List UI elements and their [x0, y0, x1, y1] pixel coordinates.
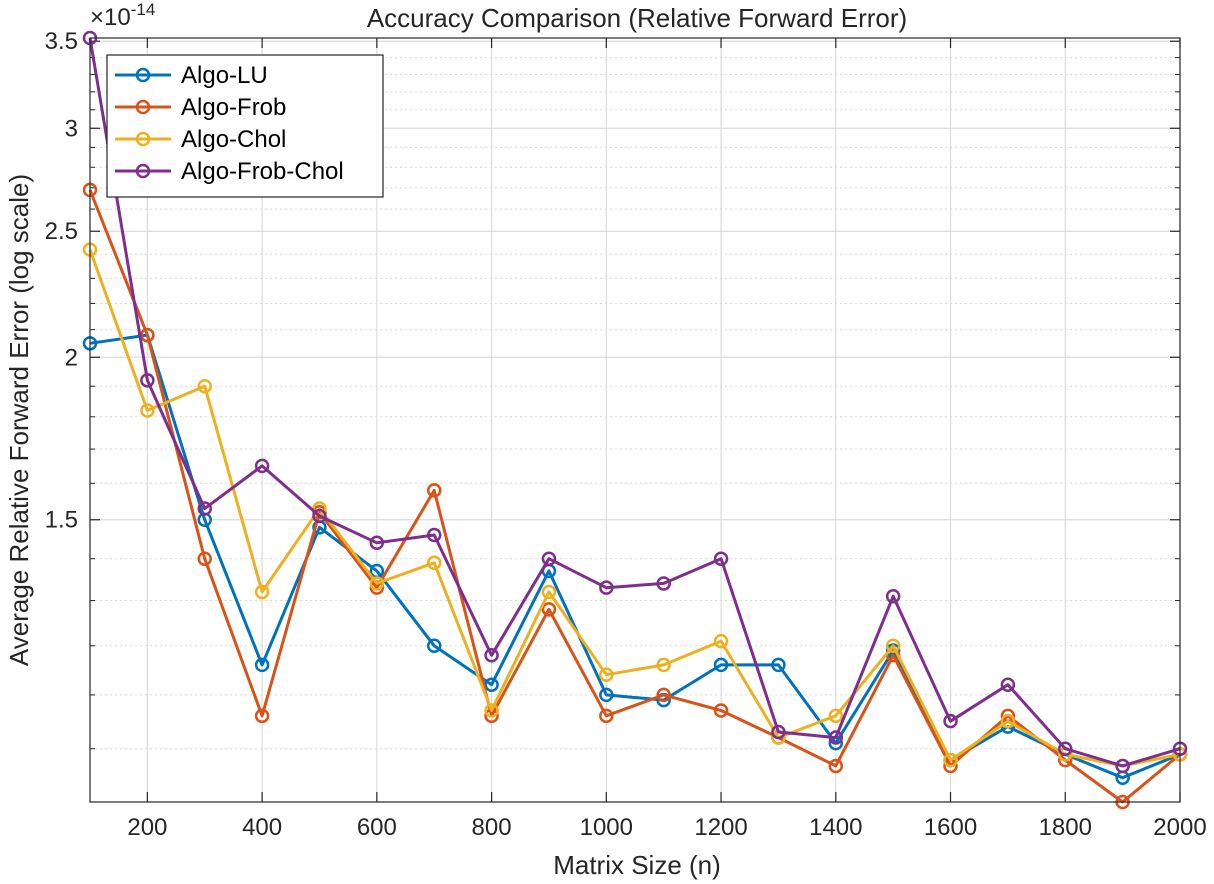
y-exponent-label: ×10-14: [90, 0, 155, 31]
x-tick-label: 600: [357, 814, 397, 841]
data-point-algo-frob-chol: [541, 551, 557, 566]
y-exponent-power: -14: [131, 0, 156, 19]
y-exponent-base: ×10: [90, 4, 131, 31]
data-point-algo-frob-chol: [140, 373, 155, 388]
data-point-algo-chol: [140, 403, 155, 418]
data-point-algo-chol: [943, 752, 958, 768]
data-point-algo-chol: [828, 708, 844, 724]
legend-item-algo-frob: Algo-Frob: [115, 94, 286, 121]
data-point-algo-chol: [369, 576, 385, 591]
y-tick-label: 3.5: [45, 28, 78, 55]
data-point-algo-frob-chol: [369, 535, 385, 551]
legend-box: [106, 54, 384, 198]
y-tick-label: 3: [65, 115, 78, 142]
data-point-algo-lu: [771, 657, 786, 673]
data-point-algo-frob: [254, 708, 270, 724]
data-point-algo-frob: [140, 327, 155, 343]
x-tick-label: 1400: [809, 814, 862, 841]
data-point-algo-chol: [541, 584, 557, 600]
series-line-algo-frob: [88, 189, 1181, 804]
y-tick-label: 2: [65, 344, 78, 371]
plot-border: [89, 37, 1181, 803]
data-point-algo-chol: [254, 584, 270, 600]
legend-swatch-marker: [135, 131, 151, 147]
legend-label: Algo-LU: [181, 62, 268, 89]
data-point-algo-frob-chol: [254, 458, 270, 474]
series-line-algo-chol: [88, 249, 1181, 768]
data-point-algo-chol: [1000, 713, 1016, 729]
x-tick-label: 200: [127, 814, 167, 841]
data-point-algo-chol: [656, 657, 671, 673]
data-point-algo-frob-chol: [656, 576, 671, 591]
x-tick-label: 2000: [1153, 814, 1206, 841]
x-tick-label: 1800: [1039, 814, 1092, 841]
data-point-algo-frob-chol: [943, 713, 958, 729]
data-point-algo-chol: [426, 555, 442, 571]
data-point-algo-frob: [828, 758, 844, 774]
series-line-algo-lu: [89, 333, 1181, 780]
legend-label: Algo-Frob-Chol: [181, 158, 344, 185]
data-point-algo-frob-chol: [599, 580, 614, 595]
legend-item-algo-chol: Algo-Chol: [115, 126, 286, 153]
legend-swatch-marker: [135, 99, 151, 115]
x-tick-label: 1200: [694, 814, 747, 841]
data-point-algo-frob: [599, 708, 614, 724]
series-line-algo-frob-chol: [88, 37, 1181, 768]
data-point-algo-frob-chol: [484, 648, 499, 663]
data-point-algo-frob: [426, 483, 442, 498]
data-point-algo-frob-chol: [1115, 758, 1130, 774]
data-point-algo-lu: [426, 638, 442, 654]
data-point-algo-chol: [484, 703, 499, 718]
x-axis-label: Matrix Size (n): [553, 850, 721, 880]
data-point-algo-frob: [541, 602, 557, 617]
x-tick-label: 800: [472, 814, 512, 841]
data-point-algo-frob-chol: [828, 730, 844, 745]
chart-title: Accuracy Comparison (Relative Forward Er…: [367, 3, 907, 33]
x-tick-label: 400: [242, 814, 282, 841]
data-point-algo-lu: [599, 687, 614, 703]
data-point-algo-chol: [599, 667, 614, 682]
y-tick-label: 1.5: [45, 507, 78, 534]
data-point-algo-frob-chol: [312, 508, 327, 524]
data-point-algo-lu: [254, 657, 270, 673]
legend-swatch-marker: [135, 163, 151, 179]
data-point-algo-lu: [484, 677, 499, 692]
legend-item-algo-lu: Algo-LU: [115, 62, 268, 89]
series-algo-chol: [82, 242, 1188, 774]
data-point-algo-frob-chol: [885, 588, 901, 604]
data-point-algo-frob-chol: [713, 551, 729, 566]
legend-item-algo-frob-chol: Algo-Frob-Chol: [115, 158, 344, 185]
x-tick-label: 1600: [924, 814, 977, 841]
axes: 1.5 2 2.5 3 3.5 200 400 600 800 1000 1200 1400 1600 1…: [45, 28, 1207, 841]
data-point-algo-frob-chol: [1058, 741, 1073, 756]
data-point-algo-frob-chol: [426, 527, 442, 543]
data-point-algo-frob-chol: [1000, 677, 1016, 692]
data-point-algo-frob: [713, 703, 729, 718]
data-point-algo-chol: [885, 638, 901, 654]
legend-swatch-marker: [135, 67, 151, 83]
legend-label: Algo-Chol: [181, 126, 286, 153]
data-point-algo-chol: [713, 633, 729, 649]
legend-label: Algo-Frob: [181, 94, 286, 121]
y-tick-label: 2.5: [45, 218, 78, 245]
data-point-algo-frob-chol: [197, 501, 212, 516]
x-tick-label: 1000: [580, 814, 633, 841]
data-point-algo-frob-chol: [771, 724, 786, 740]
data-point-algo-chol: [197, 378, 212, 394]
data-point-algo-frob: [656, 687, 671, 703]
data-point-algo-lu: [713, 657, 729, 673]
y-axis-label: Average Relative Forward Error (log scal…: [4, 174, 34, 666]
legend: Algo-LU Algo-Frob Algo-Chol Algo-Frob-Chol: [106, 54, 384, 198]
data-point-algo-frob: [197, 551, 212, 566]
series-algo-frob-chol: [82, 30, 1188, 774]
